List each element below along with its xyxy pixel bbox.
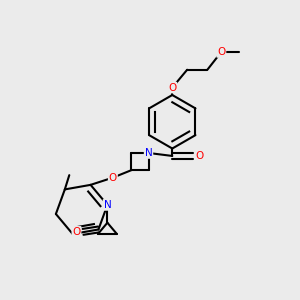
Text: N: N [103, 200, 111, 210]
Text: O: O [109, 172, 117, 183]
Text: N: N [145, 148, 152, 158]
Text: O: O [217, 47, 226, 57]
Text: O: O [195, 151, 203, 161]
Text: O: O [72, 227, 81, 237]
Text: O: O [168, 82, 176, 93]
